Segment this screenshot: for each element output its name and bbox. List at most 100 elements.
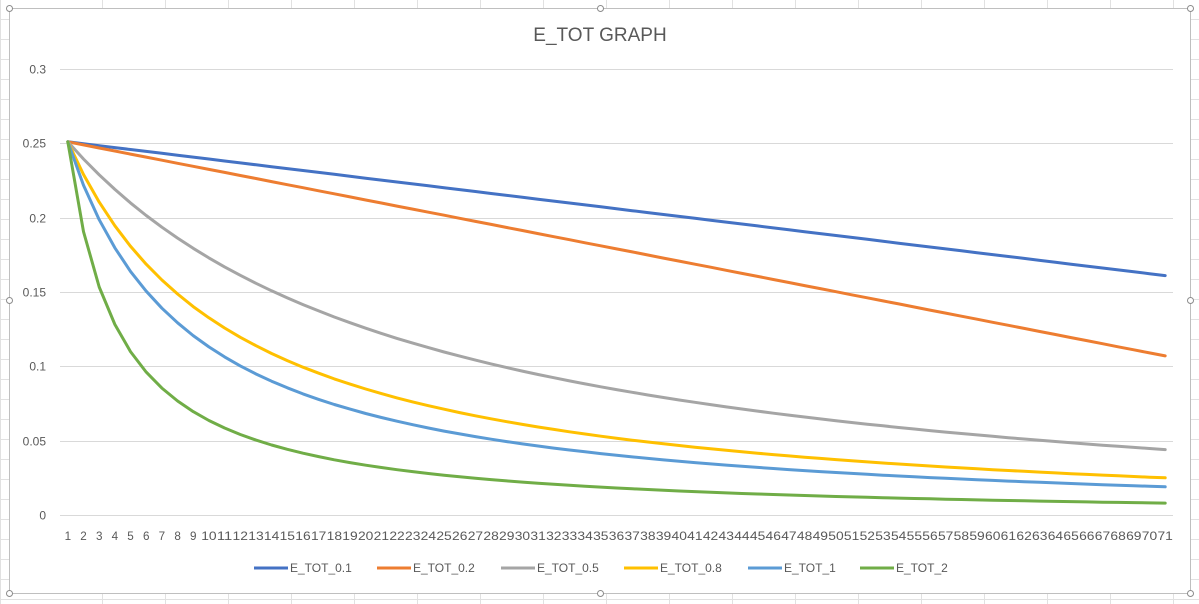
x-tick-label: 58 xyxy=(954,529,970,543)
x-tick-label: 45 xyxy=(750,529,766,543)
resize-handle-bottom-right[interactable] xyxy=(1187,590,1194,597)
x-tick-label: 65 xyxy=(1063,529,1079,543)
x-tick-label: 24 xyxy=(421,529,437,543)
resize-handle-top-right[interactable] xyxy=(1187,5,1194,12)
series-lines xyxy=(66,140,1167,505)
x-tick-label: 49 xyxy=(813,529,829,543)
x-tick-label: 68 xyxy=(1110,529,1126,543)
x-tick-label: 39 xyxy=(656,529,672,543)
x-tick-label: 62 xyxy=(1016,529,1032,543)
x-tick-label: 12 xyxy=(233,529,249,543)
x-tick-label: 42 xyxy=(703,529,719,543)
x-tick-label: 7 xyxy=(159,529,166,543)
legend: E_TOT_0.1 E_TOT_0.2 E_TOT_0.5 E_TOT_0.8 E_TO… xyxy=(254,561,948,575)
legend-label: E_TOT_1 xyxy=(784,561,836,575)
series-line-4[interactable] xyxy=(66,140,1167,480)
x-tick-label: 28 xyxy=(483,529,499,543)
y-tick-label: 0.15 xyxy=(23,286,47,300)
x-tick-label: 59 xyxy=(969,529,985,543)
x-tick-label: 33 xyxy=(562,529,578,543)
x-tick-label: 18 xyxy=(327,529,343,543)
x-axis: 1 2 3 4 5 6 7 8 9 10 11 12 13 14 15 16 17 18 19 20 21 22 23 24 2… xyxy=(65,529,1174,543)
x-tick-label: 64 xyxy=(1048,529,1064,543)
series-line-2[interactable] xyxy=(66,140,1167,358)
resize-handle-middle-left[interactable] xyxy=(6,297,13,304)
resize-handle-bottom-left[interactable] xyxy=(6,590,13,597)
x-tick-label: 61 xyxy=(1001,529,1017,543)
x-tick-label: 34 xyxy=(577,529,593,543)
x-tick-label: 52 xyxy=(860,529,876,543)
x-tick-label: 26 xyxy=(452,529,468,543)
x-tick-label: 57 xyxy=(938,529,954,543)
legend-label: E_TOT_0.1 xyxy=(290,561,352,575)
legend-label: E_TOT_0.2 xyxy=(413,561,475,575)
x-tick-label: 1 xyxy=(65,529,72,543)
x-tick-label: 37 xyxy=(624,529,640,543)
x-tick-label: 66 xyxy=(1079,529,1095,543)
series-line-3[interactable] xyxy=(66,140,1167,452)
x-tick-label: 32 xyxy=(546,529,562,543)
legend-label: E_TOT_2 xyxy=(896,561,948,575)
resize-handle-middle-right[interactable] xyxy=(1187,297,1194,304)
x-tick-label: 8 xyxy=(174,529,181,543)
x-tick-label: 11 xyxy=(217,529,233,543)
y-tick-label: 0.3 xyxy=(29,63,46,77)
y-tick-label: 0.1 xyxy=(29,360,46,374)
x-tick-label: 2 xyxy=(80,529,87,543)
x-tick-label: 22 xyxy=(389,529,405,543)
y-tick-label: 0.25 xyxy=(23,137,47,151)
x-tick-label: 10 xyxy=(201,529,217,543)
x-tick-label: 14 xyxy=(264,529,280,543)
x-tick-label: 69 xyxy=(1126,529,1142,543)
legend-label: E_TOT_0.5 xyxy=(537,561,599,575)
y-tick-label: 0.2 xyxy=(29,212,46,226)
x-tick-label: 48 xyxy=(797,529,813,543)
x-tick-label: 60 xyxy=(985,529,1001,543)
x-tick-label: 56 xyxy=(922,529,938,543)
x-tick-label: 16 xyxy=(295,529,311,543)
x-tick-label: 47 xyxy=(781,529,797,543)
x-tick-label: 63 xyxy=(1032,529,1048,543)
horizontal-gridlines xyxy=(60,69,1173,516)
x-tick-label: 5 xyxy=(127,529,134,543)
x-tick-label: 3 xyxy=(96,529,103,543)
y-axis: 0 0.05 0.1 0.15 0.2 0.25 0.3 xyxy=(23,63,47,523)
y-tick-label: 0 xyxy=(39,509,46,523)
x-tick-label: 53 xyxy=(875,529,891,543)
x-tick-label: 50 xyxy=(828,529,844,543)
x-tick-label: 27 xyxy=(468,529,484,543)
resize-handle-bottom-center[interactable] xyxy=(597,590,604,597)
x-tick-label: 44 xyxy=(734,529,750,543)
chart-title: E_TOT GRAPH xyxy=(533,25,666,46)
x-tick-label: 38 xyxy=(640,529,656,543)
resize-handle-top-center[interactable] xyxy=(597,5,604,12)
y-tick-label: 0.05 xyxy=(23,435,47,449)
series-line-6[interactable] xyxy=(66,140,1167,505)
x-tick-label: 21 xyxy=(374,529,390,543)
x-tick-label: 46 xyxy=(766,529,782,543)
x-tick-label: 70 xyxy=(1142,529,1158,543)
x-tick-label: 41 xyxy=(687,529,703,543)
resize-handle-top-left[interactable] xyxy=(6,5,13,12)
x-tick-label: 6 xyxy=(143,529,150,543)
x-tick-label: 55 xyxy=(907,529,923,543)
legend-label: E_TOT_0.8 xyxy=(660,561,722,575)
x-tick-label: 19 xyxy=(342,529,358,543)
x-tick-label: 35 xyxy=(593,529,609,543)
x-tick-label: 36 xyxy=(609,529,625,543)
x-tick-label: 40 xyxy=(672,529,688,543)
x-tick-label: 9 xyxy=(190,529,197,543)
series-line-5[interactable] xyxy=(66,140,1167,489)
x-tick-label: 25 xyxy=(436,529,452,543)
x-tick-label: 13 xyxy=(248,529,264,543)
x-tick-label: 67 xyxy=(1095,529,1111,543)
x-tick-label: 30 xyxy=(515,529,531,543)
x-tick-label: 20 xyxy=(358,529,374,543)
x-tick-label: 54 xyxy=(891,529,907,543)
x-tick-label: 4 xyxy=(112,529,119,543)
series-line-1[interactable] xyxy=(66,140,1167,278)
x-tick-label: 31 xyxy=(530,529,546,543)
x-tick-label: 51 xyxy=(844,529,860,543)
